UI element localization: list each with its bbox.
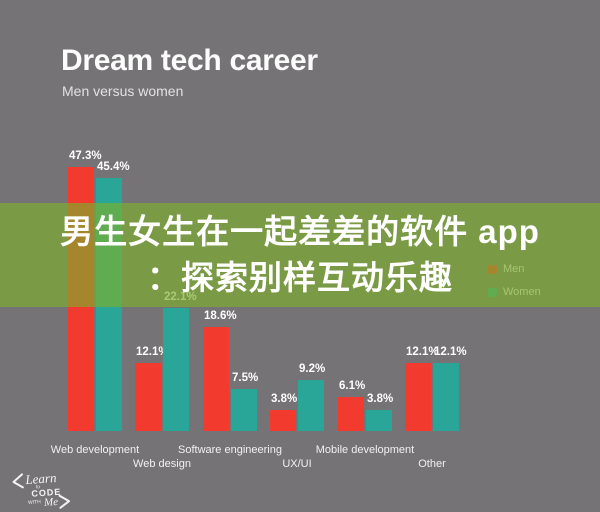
promo-banner-overlay (0, 203, 600, 307)
value-label-men-5: 12.1% (406, 346, 439, 358)
logo-word-me: Me (43, 496, 59, 509)
page-title: Dream tech career (61, 44, 318, 77)
logo-word-with: WITH (28, 499, 42, 506)
category-label-0: Web development (50, 444, 140, 456)
category-label-3: UX/UI (282, 458, 312, 470)
value-label-women-2: 7.5% (232, 372, 259, 384)
bar-women-web-design (163, 308, 189, 431)
category-label-2: Software engineering (178, 444, 282, 456)
bar-men-other (405, 363, 431, 431)
value-label-men-0: 47.3% (69, 150, 102, 162)
bar-men-mobile-development (338, 397, 364, 431)
page-subtitle: Men versus women (62, 83, 184, 99)
value-label-women-0: 45.4% (97, 161, 130, 173)
promo-banner-line1: 男生女生在一起差差的软件 app (60, 213, 540, 250)
value-label-men-1: 12.1% (136, 346, 169, 358)
category-label-1: Web design (133, 458, 191, 470)
right-bracket-icon (58, 494, 70, 509)
logo-word-code: CODE (31, 487, 62, 499)
value-label-women-3: 9.2% (299, 363, 326, 375)
category-label-5: Other (418, 458, 446, 470)
value-label-men-3: 3.8% (271, 393, 298, 405)
learn-to-code-with-me-logo: Learn to CODE WITH Me (12, 470, 70, 509)
bar-women-other (433, 363, 459, 431)
bar-men-ux-ui (270, 410, 296, 431)
value-label-men-2: 18.6% (204, 310, 237, 322)
left-bracket-icon (12, 473, 24, 489)
value-label-women-5: 12.1% (434, 346, 467, 358)
bar-women-ux-ui (298, 380, 324, 431)
promo-banner-text: 男生女生在一起差差的软件 app ：探索别样互动乐趣 (0, 203, 600, 307)
logo-word-to: to (36, 484, 41, 490)
bar-women-software-engineering (231, 389, 257, 431)
logo-word-learn: Learn (24, 470, 57, 487)
bar-men-software-engineering (203, 327, 229, 431)
value-label-women-4: 3.8% (367, 393, 394, 405)
bar-women-mobile-development (366, 410, 392, 431)
promo-banner-line2: ：探索别样互动乐趣 (147, 259, 453, 296)
value-label-men-4: 6.1% (339, 380, 366, 392)
bar-men-web-design (135, 363, 161, 431)
category-label-4: Mobile development (315, 444, 415, 456)
